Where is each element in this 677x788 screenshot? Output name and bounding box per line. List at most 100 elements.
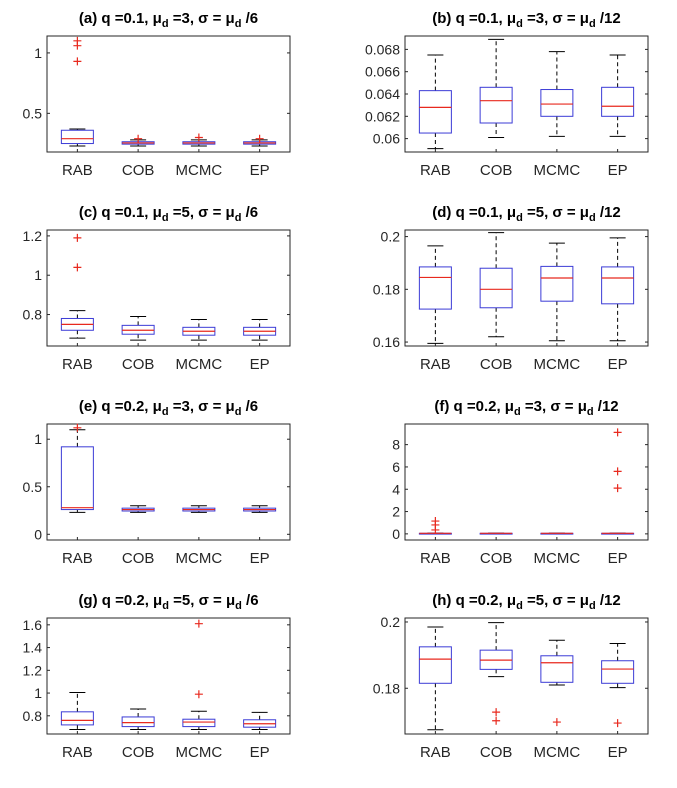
title-text: =5, σ = <box>523 592 580 609</box>
x-category-label: EP <box>250 162 270 179</box>
box-rab <box>60 36 94 147</box>
title-subscript: d <box>162 600 169 612</box>
title-text: /6 <box>242 592 259 609</box>
y-tick-label: 2 <box>392 504 400 520</box>
y-tick-label: 1.2 <box>23 662 43 678</box>
title-text: (h) q =0.2, <box>432 592 507 609</box>
x-category-label: RAB <box>420 550 451 567</box>
outlier-marker <box>613 467 622 476</box>
box-mcmc <box>540 639 574 727</box>
y-tick-label: 0.8 <box>23 708 43 724</box>
outlier-marker <box>73 423 82 432</box>
title-text: (b) q =0.1, <box>432 10 507 27</box>
box-rab <box>60 233 94 339</box>
title-text: (g) q =0.2, <box>78 592 153 609</box>
title-text: μ <box>505 398 514 415</box>
title-text: μ <box>153 592 162 609</box>
y-tick-label: 8 <box>392 437 400 453</box>
box-cob <box>479 232 513 338</box>
y-tick-label: 0.06 <box>373 131 400 147</box>
outlier-marker <box>194 133 203 142</box>
title-text: /12 <box>594 398 619 415</box>
title-subscript: d <box>162 212 169 224</box>
box-mcmc <box>540 242 574 342</box>
x-category-label: EP <box>250 744 270 761</box>
title-subscript: d <box>587 406 594 418</box>
outlier-marker <box>255 134 264 143</box>
box-mcmc <box>540 51 574 137</box>
panel-b: (b) q =0.1, μd =3, σ = μd /120.060.0620.… <box>365 10 649 179</box>
outlier-marker <box>613 719 622 728</box>
box-rab <box>418 517 452 535</box>
x-category-label: COB <box>122 744 155 761</box>
box-rab <box>60 691 94 730</box>
box-cob <box>121 134 155 147</box>
panel-title: (f) q =0.2, μd =3, σ = μd /12 <box>434 398 618 418</box>
x-category-label: MCMC <box>534 356 581 373</box>
title-subscript: d <box>516 600 523 612</box>
box-mcmc <box>182 505 216 513</box>
title-text: μ <box>580 10 589 27</box>
x-category-label: COB <box>122 550 155 567</box>
title-text: =5, σ = <box>169 204 226 221</box>
y-tick-label: 0 <box>34 526 42 542</box>
title-subscript: d <box>162 18 169 30</box>
box-ep <box>243 318 277 341</box>
box-ep <box>601 428 635 535</box>
iqr-box <box>540 265 574 302</box>
x-category-label: MCMC <box>534 550 581 567</box>
title-text: (c) q =0.1, <box>79 204 153 221</box>
x-category-label: EP <box>250 550 270 567</box>
y-tick-label: 1.6 <box>23 617 43 633</box>
title-text: μ <box>507 10 516 27</box>
title-text: =3, σ = <box>523 10 580 27</box>
y-tick-label: 1.2 <box>23 228 43 244</box>
title-text: μ <box>153 204 162 221</box>
title-subscript: d <box>589 600 596 612</box>
title-text: μ <box>226 10 235 27</box>
title-text: /12 <box>596 592 621 609</box>
title-text: μ <box>580 204 589 221</box>
x-category-label: EP <box>608 162 628 179</box>
x-category-label: MCMC <box>176 162 223 179</box>
y-tick-label: 0 <box>392 526 400 542</box>
outlier-marker <box>73 263 82 272</box>
outlier-marker <box>73 233 82 242</box>
title-text: =3, σ = <box>169 398 226 415</box>
iqr-box <box>601 266 635 305</box>
x-category-label: RAB <box>420 162 451 179</box>
outlier-marker <box>134 134 143 143</box>
iqr-box <box>418 266 452 310</box>
x-category-label: EP <box>608 356 628 373</box>
x-category-label: EP <box>608 550 628 567</box>
y-tick-label: 0.5 <box>23 105 43 121</box>
x-category-label: MCMC <box>534 162 581 179</box>
y-tick-label: 0.068 <box>365 41 400 57</box>
axes-frame <box>404 35 649 153</box>
title-text: /12 <box>596 204 621 221</box>
title-text: μ <box>507 592 516 609</box>
title-subscript: d <box>162 406 169 418</box>
title-text: μ <box>578 398 587 415</box>
panel-title: (c) q =0.1, μd =5, σ = μd /6 <box>79 204 258 224</box>
iqr-box <box>601 86 635 117</box>
x-category-label: COB <box>480 744 513 761</box>
axes-frame <box>46 229 291 347</box>
title-subscript: d <box>514 406 521 418</box>
box-mcmc <box>182 619 216 730</box>
iqr-box <box>60 446 94 511</box>
title-subscript: d <box>235 600 242 612</box>
panel-title: (g) q =0.2, μd =5, σ = μd /6 <box>78 592 258 612</box>
x-category-label: COB <box>480 356 513 373</box>
title-text: (f) q =0.2, <box>434 398 504 415</box>
title-subscript: d <box>589 18 596 30</box>
title-text: /6 <box>241 398 258 415</box>
box-mcmc <box>540 532 574 535</box>
axes-frame <box>46 35 291 153</box>
y-tick-label: 1.4 <box>23 640 43 656</box>
x-category-label: RAB <box>62 550 93 567</box>
y-tick-label: 1 <box>34 685 42 701</box>
